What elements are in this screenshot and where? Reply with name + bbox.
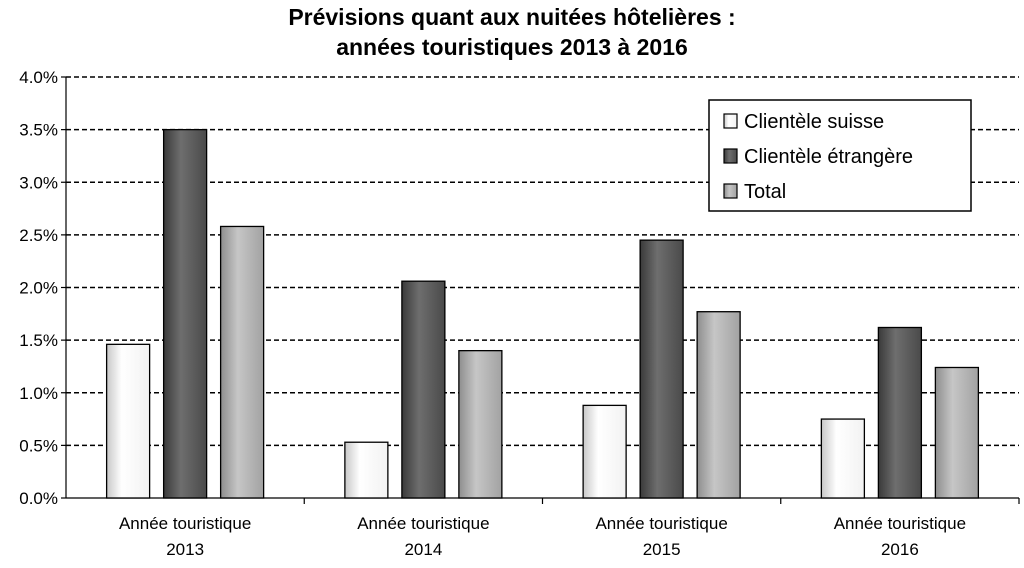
bar-client-le-trang-re-2 <box>639 239 684 499</box>
y-tick-label: 1.0% <box>19 384 58 403</box>
y-tick-label: 0.0% <box>19 489 58 508</box>
x-category-label: Année touristique <box>357 514 489 533</box>
y-tick-label: 2.5% <box>19 226 58 245</box>
x-category-label: Année touristique <box>595 514 727 533</box>
bar-total-2 <box>696 311 741 499</box>
chart-title-line2: années touristiques 2013 à 2016 <box>336 34 688 60</box>
x-category-label: Année touristique <box>119 514 251 533</box>
y-tick-label: 2.0% <box>19 279 58 298</box>
legend-swatch <box>723 183 738 199</box>
legend-box <box>708 99 972 212</box>
y-tick-label: 1.5% <box>19 331 58 350</box>
y-tick-label: 3.5% <box>19 121 58 140</box>
bar-total-0 <box>219 225 265 499</box>
x-category-label: 2014 <box>404 540 442 559</box>
chart-title-line1: Prévisions quant aux nuitées hôtelières … <box>288 4 736 30</box>
legend-label: Clientèle étrangère <box>744 146 913 168</box>
legend-label: Clientèle suisse <box>744 111 884 133</box>
bar-client-le-trang-re-3 <box>877 326 923 499</box>
y-tick-label: 0.5% <box>19 436 58 455</box>
legend-label: Total <box>744 181 786 203</box>
bar-client-le-suisse-3 <box>820 418 866 499</box>
legend-swatch <box>723 113 738 129</box>
x-category-label: 2013 <box>166 540 204 559</box>
bars <box>105 128 980 499</box>
legend-swatch <box>723 148 738 164</box>
x-category-label: Année touristique <box>834 514 966 533</box>
bar-client-le-suisse-0 <box>105 343 151 499</box>
x-category-label: 2016 <box>881 540 919 559</box>
bar-client-le-suisse-1 <box>344 441 389 499</box>
bar-total-1 <box>458 349 503 499</box>
bar-client-le-trang-re-1 <box>401 280 446 499</box>
x-category-label: 2015 <box>643 540 681 559</box>
axis-labels: 0.0% 0.5% 1.0% 1.5% 2.0% 2.5% 3.0% 3.5% 4.0% Anné… <box>19 68 966 559</box>
bar-total-3 <box>934 366 980 499</box>
legend: Clientèle suisse Clientèle étrangère Total <box>708 99 972 212</box>
y-tick-label: 4.0% <box>19 68 58 87</box>
bar-client-le-trang-re-0 <box>162 128 208 499</box>
bar-client-le-suisse-2 <box>582 404 627 499</box>
y-tick-label: 3.0% <box>19 173 58 192</box>
